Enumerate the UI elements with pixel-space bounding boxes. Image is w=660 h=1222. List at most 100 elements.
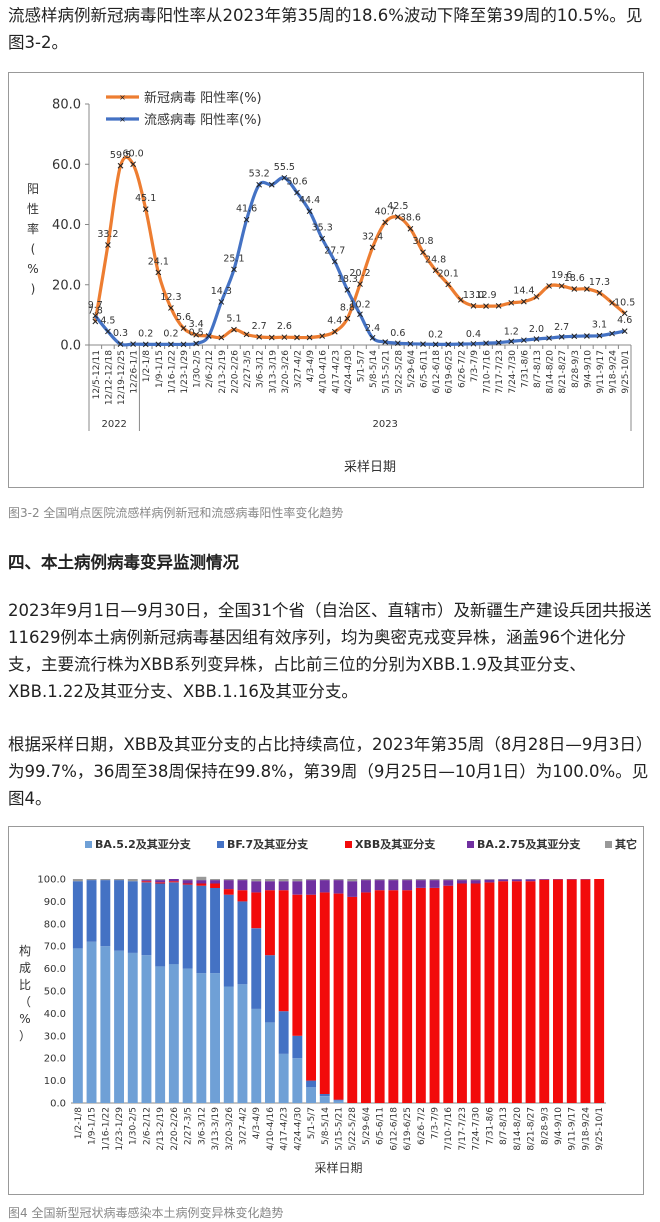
point-marker: [609, 299, 615, 306]
y-tick-label: 0.0: [50, 1099, 66, 1110]
data-point: [105, 242, 111, 248]
data-point: [117, 162, 124, 169]
bar-segment: [86, 879, 97, 881]
bar-segment: [333, 893, 344, 1100]
bar-segment: [114, 879, 124, 881]
bar-segment: [333, 1100, 344, 1103]
point-marker: [521, 337, 527, 344]
data-label: 50.6: [286, 177, 307, 188]
x-tick-label: 1/2-1/8: [142, 350, 152, 382]
x-tick-label: 2/20-2/26: [170, 1107, 180, 1151]
bar-segment: [525, 879, 536, 882]
y-tick-label: 60.0: [44, 964, 66, 975]
data-point: [533, 293, 540, 300]
x-tick-label: 5/22-5/28: [394, 350, 404, 394]
data-label: 0.6: [390, 328, 405, 339]
point-marker: [470, 302, 477, 309]
bar-segment: [443, 885, 454, 1103]
bar-segment: [251, 881, 262, 893]
data-point: [319, 235, 326, 242]
data-point: [319, 333, 326, 339]
bar-segment: [114, 950, 124, 1103]
bar-segment: [182, 879, 193, 881]
x-tick-label: 7/3-7/9: [470, 350, 480, 382]
point-marker: [445, 281, 452, 288]
legend-swatch-2: [345, 841, 352, 848]
data-point: [306, 334, 313, 341]
y-axis-label-char: (: [31, 242, 36, 256]
data-point: [382, 339, 389, 345]
bar-segment: [388, 880, 399, 891]
data-point: [281, 334, 288, 341]
y-axis-label-char: 率: [27, 221, 39, 236]
bar-segment: [333, 879, 344, 881]
bar-segment: [498, 879, 509, 882]
data-point: [558, 283, 565, 289]
data-point: [130, 341, 136, 347]
point-marker: [394, 214, 401, 220]
data-label: 0.5: [189, 327, 204, 338]
x-tick-label: 8/14-8/20: [546, 350, 556, 394]
bar-segment: [141, 881, 152, 883]
data-point: [243, 216, 250, 223]
point-marker: [218, 334, 225, 341]
x-tick-label: 6/19-6/25: [445, 350, 455, 394]
data-point: [193, 340, 199, 347]
point-marker: [596, 332, 603, 339]
data-point: [445, 341, 452, 348]
point-marker: [382, 339, 389, 345]
y-axis-label-char: 阳: [27, 182, 39, 196]
variant-stacked-bar-chart: 0.0 10.0 20.0 30.0 40.0 50.0 60.0 70.0 80.0 90.0 1…: [19, 837, 637, 1175]
bar-segment: [347, 896, 358, 1103]
y-axis-label-char: 比: [19, 978, 31, 992]
data-point: [218, 334, 225, 341]
point-marker: [319, 333, 326, 339]
legend-label-1: BF.7及其亚分支: [227, 837, 309, 851]
bar-segment: [141, 955, 152, 1103]
x-tick-label: 1/23-1/29: [115, 1107, 125, 1151]
bar-segment: [319, 1094, 330, 1097]
x-tick-label: 12/26-1/1: [130, 350, 140, 394]
x-tick-label: 9/25-10/1: [595, 1107, 605, 1151]
bar-segment: [265, 879, 275, 882]
bar-segment: [223, 894, 234, 987]
legend-label-0: 新冠病毒 阳性率(%): [144, 90, 262, 106]
data-label: 8.8: [340, 302, 355, 313]
y-tick-label: 80.0: [44, 919, 66, 930]
point-marker: [357, 281, 363, 288]
legend-label-3: BA.2.75及其亚分支: [477, 837, 581, 851]
bar-segment: [155, 880, 166, 883]
data-label: 17.3: [589, 277, 610, 288]
x-tick-label: 8/7-8/13: [533, 350, 543, 388]
x-tick-label: 1/9-1/15: [88, 1107, 98, 1145]
x-tick-label: 7/31-8/6: [485, 1107, 495, 1145]
bar-segment: [182, 883, 193, 885]
bar-segment: [525, 881, 536, 1103]
x-tick-label: 7/3-7/9: [431, 1107, 441, 1139]
bar-segment: [306, 880, 316, 895]
bar-segment: [594, 879, 605, 1103]
x-tick-label: 1/2-1/8: [74, 1107, 84, 1139]
bar-segment: [306, 894, 316, 1081]
bar-segment: [361, 880, 371, 893]
bar-segment: [374, 880, 385, 891]
bar-segment: [114, 880, 124, 951]
data-point: [205, 333, 212, 339]
data-label: 0.2: [428, 329, 443, 340]
bar-segment: [333, 1099, 344, 1101]
point-marker: [533, 293, 540, 300]
y-axis-label-char: ）: [19, 1029, 31, 1043]
data-point: [533, 336, 540, 342]
bar-segment: [196, 880, 207, 884]
data-label: 0.3: [113, 328, 128, 339]
data-point: [420, 249, 426, 256]
bar-segment: [539, 879, 550, 1103]
data-label: 24.1: [148, 256, 169, 267]
x-tick-label: 12/5-12/11: [92, 350, 102, 399]
data-label: 18.3: [337, 274, 358, 285]
x-tick-label: 5/8-5/14: [321, 1107, 331, 1145]
bar-segment: [457, 883, 467, 1103]
y-tick-label: 30.0: [44, 1031, 66, 1042]
y-axis-label-char: ): [31, 282, 36, 296]
data-point: [420, 341, 426, 347]
